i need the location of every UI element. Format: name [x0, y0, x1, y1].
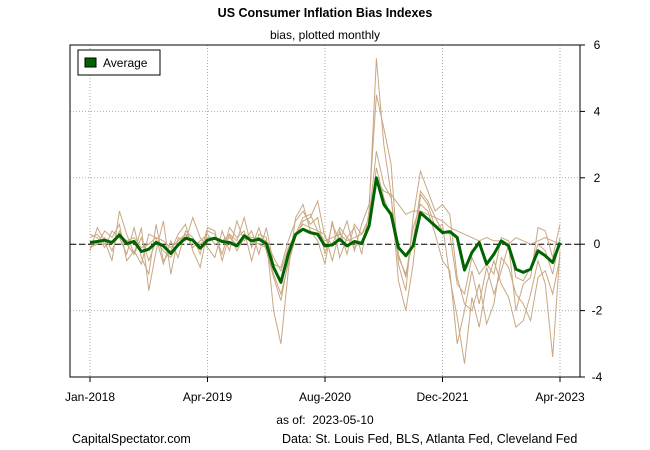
- component-series-line-5: [89, 167, 561, 296]
- y-tick-label: -4: [592, 370, 603, 384]
- gridlines: [70, 44, 580, 378]
- x-tick-label: Aug-2020: [299, 390, 351, 404]
- y-tick-label: 0: [594, 237, 601, 251]
- component-series-line-1: [89, 58, 561, 364]
- x-tick-label: Apr-2023: [535, 390, 585, 404]
- y-tick-label: -2: [592, 304, 603, 318]
- site-credit: CapitalSpectator.com: [72, 432, 191, 446]
- series-lines: [89, 58, 562, 364]
- x-tick-label: Dec-2021: [416, 390, 468, 404]
- y-tick-label: 4: [594, 104, 601, 118]
- legend: Average: [77, 49, 161, 76]
- as-of-line: as of: 2023-05-10: [0, 413, 650, 427]
- chart-title: US Consumer Inflation Bias Indexes: [217, 6, 433, 20]
- average-series-line: [89, 176, 562, 284]
- x-tick-label: Jan-2018: [65, 390, 115, 404]
- as-of-date: 2023-05-10: [312, 413, 374, 427]
- y-tick-label: 2: [594, 171, 601, 185]
- chart-subtitle: bias, plotted monthly: [269, 28, 381, 42]
- legend-swatch-average: [84, 57, 97, 68]
- x-tick-label: Apr-2019: [183, 390, 233, 404]
- as-of-label: as of:: [276, 413, 306, 427]
- axes: Jan-2018 Apr-2019 Aug-2020 Dec-2021 Apr-2023…: [65, 38, 603, 404]
- component-series-line-3: [89, 151, 561, 344]
- legend-label-average: Average: [103, 56, 148, 70]
- y-tick-label: 6: [594, 38, 601, 52]
- component-series-line-4: [89, 179, 561, 273]
- component-series-line-2: [89, 94, 561, 326]
- data-source: Data: St. Louis Fed, BLS, Atlanta Fed, C…: [282, 432, 578, 446]
